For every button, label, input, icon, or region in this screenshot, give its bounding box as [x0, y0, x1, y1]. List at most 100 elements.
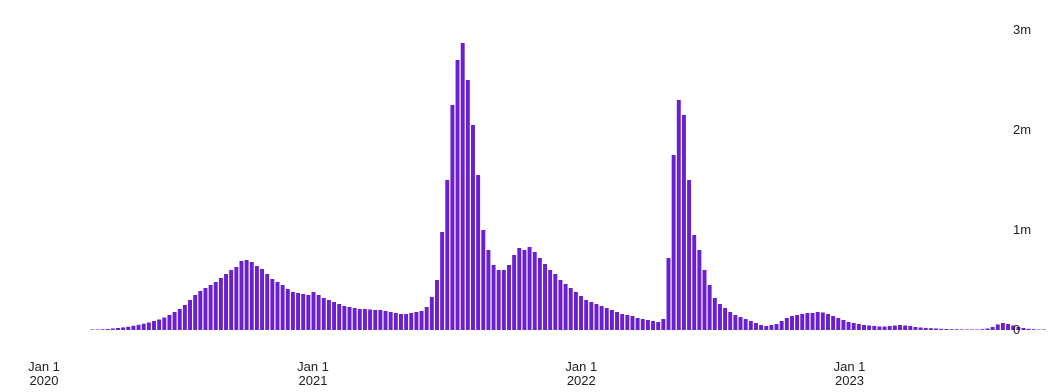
x-tick-label-line1: Jan 1 — [565, 359, 597, 374]
x-tick-label-line2: 2023 — [835, 373, 864, 388]
bar-week-163 — [928, 328, 933, 330]
bar-week-9 — [136, 324, 141, 330]
bar-week-110 — [656, 322, 661, 330]
bar-week-18 — [182, 305, 187, 330]
bar-week-37 — [280, 285, 285, 330]
bar-week-117 — [692, 235, 697, 330]
bar-week-137 — [795, 315, 800, 330]
bar-week-153 — [877, 326, 882, 330]
bar-week-54 — [368, 309, 373, 330]
bar-week-139 — [805, 313, 810, 330]
bar-week-125 — [733, 315, 738, 330]
bar-week-19 — [188, 300, 192, 330]
bar-week-184 — [1036, 329, 1041, 330]
bar-week-174 — [985, 328, 990, 330]
bar-week-169 — [959, 329, 964, 330]
bar-week-182 — [1026, 328, 1031, 330]
bar-week-149 — [856, 324, 861, 330]
bar-week-105 — [630, 316, 635, 330]
bar-week-79 — [496, 270, 501, 330]
bar-week-158 — [903, 325, 908, 330]
bar-week-31 — [249, 262, 254, 330]
bar-week-127 — [743, 319, 748, 330]
bar-week-10 — [141, 323, 146, 330]
bar-week-108 — [645, 320, 650, 330]
bar-week-74 — [471, 125, 475, 330]
bar-week-24 — [213, 282, 218, 330]
bar-week-144 — [831, 316, 836, 330]
bar-week-106 — [635, 318, 640, 330]
x-tick-label-line2: 2022 — [567, 373, 596, 388]
bar-week-90 — [553, 274, 558, 330]
bar-week-51 — [352, 308, 357, 330]
bar-week-109 — [651, 321, 656, 330]
bar-week-48 — [337, 304, 342, 330]
bar-week-13 — [157, 319, 162, 330]
bar-week-151 — [867, 325, 872, 330]
bar-week-124 — [728, 312, 733, 330]
x-tick-label-line2: 2021 — [299, 373, 328, 388]
bar-week-7 — [126, 326, 131, 330]
bar-week-6 — [121, 327, 126, 330]
bar-week-77 — [486, 250, 491, 330]
bar-week-12 — [152, 321, 156, 330]
bar-week-96 — [584, 300, 589, 330]
bar-week-176 — [995, 324, 1000, 330]
bar-week-128 — [748, 321, 753, 330]
bar-week-152 — [872, 326, 877, 330]
x-tick-label-line1: Jan 1 — [297, 359, 329, 374]
bar-week-167 — [949, 329, 954, 330]
bar-week-172 — [975, 329, 980, 330]
bar-week-22 — [203, 288, 208, 330]
bar-week-14 — [162, 317, 167, 330]
bar-week-2 — [100, 329, 105, 330]
bar-week-93 — [568, 288, 573, 330]
bar-week-159 — [908, 326, 913, 330]
bar-week-155 — [887, 326, 892, 330]
bar-week-38 — [285, 289, 290, 330]
bar-week-181 — [1021, 328, 1026, 330]
bar-week-120 — [707, 285, 712, 330]
bar-week-177 — [1000, 323, 1005, 330]
bar-week-146 — [841, 320, 846, 330]
bar-week-45 — [321, 298, 326, 330]
bar-week-129 — [753, 323, 758, 330]
bar-week-87 — [537, 258, 542, 330]
bar-week-175 — [990, 327, 995, 330]
bar-week-78 — [491, 265, 496, 330]
bar-week-118 — [697, 250, 702, 330]
bar-week-86 — [532, 252, 537, 330]
bar-week-161 — [918, 327, 923, 330]
bar-week-150 — [862, 325, 866, 330]
bar-week-180 — [1016, 327, 1021, 330]
bar-week-73 — [465, 80, 470, 330]
bar-week-91 — [558, 280, 563, 330]
bar-week-160 — [913, 327, 918, 330]
bar-week-126 — [738, 317, 743, 330]
x-tick-label-line2: 2020 — [30, 373, 59, 388]
bar-week-82 — [512, 255, 517, 330]
bar-week-92 — [563, 284, 568, 330]
bar-week-121 — [712, 298, 717, 330]
bar-week-131 — [764, 326, 769, 330]
bar-week-8 — [131, 325, 136, 330]
bar-week-41 — [301, 294, 306, 330]
bar-week-21 — [198, 291, 203, 330]
bar-week-145 — [836, 318, 841, 330]
bar-week-0 — [90, 329, 95, 330]
bar-week-46 — [326, 300, 331, 330]
bar-week-59 — [393, 313, 398, 330]
bar-week-154 — [882, 326, 887, 330]
bar-week-75 — [476, 175, 481, 330]
bar-week-100 — [604, 308, 609, 330]
bar-week-143 — [826, 314, 830, 330]
y-tick-label: 3m — [1013, 22, 1031, 37]
bar-week-112 — [666, 258, 671, 330]
bar-week-116 — [687, 180, 692, 330]
bar-week-76 — [481, 230, 486, 330]
